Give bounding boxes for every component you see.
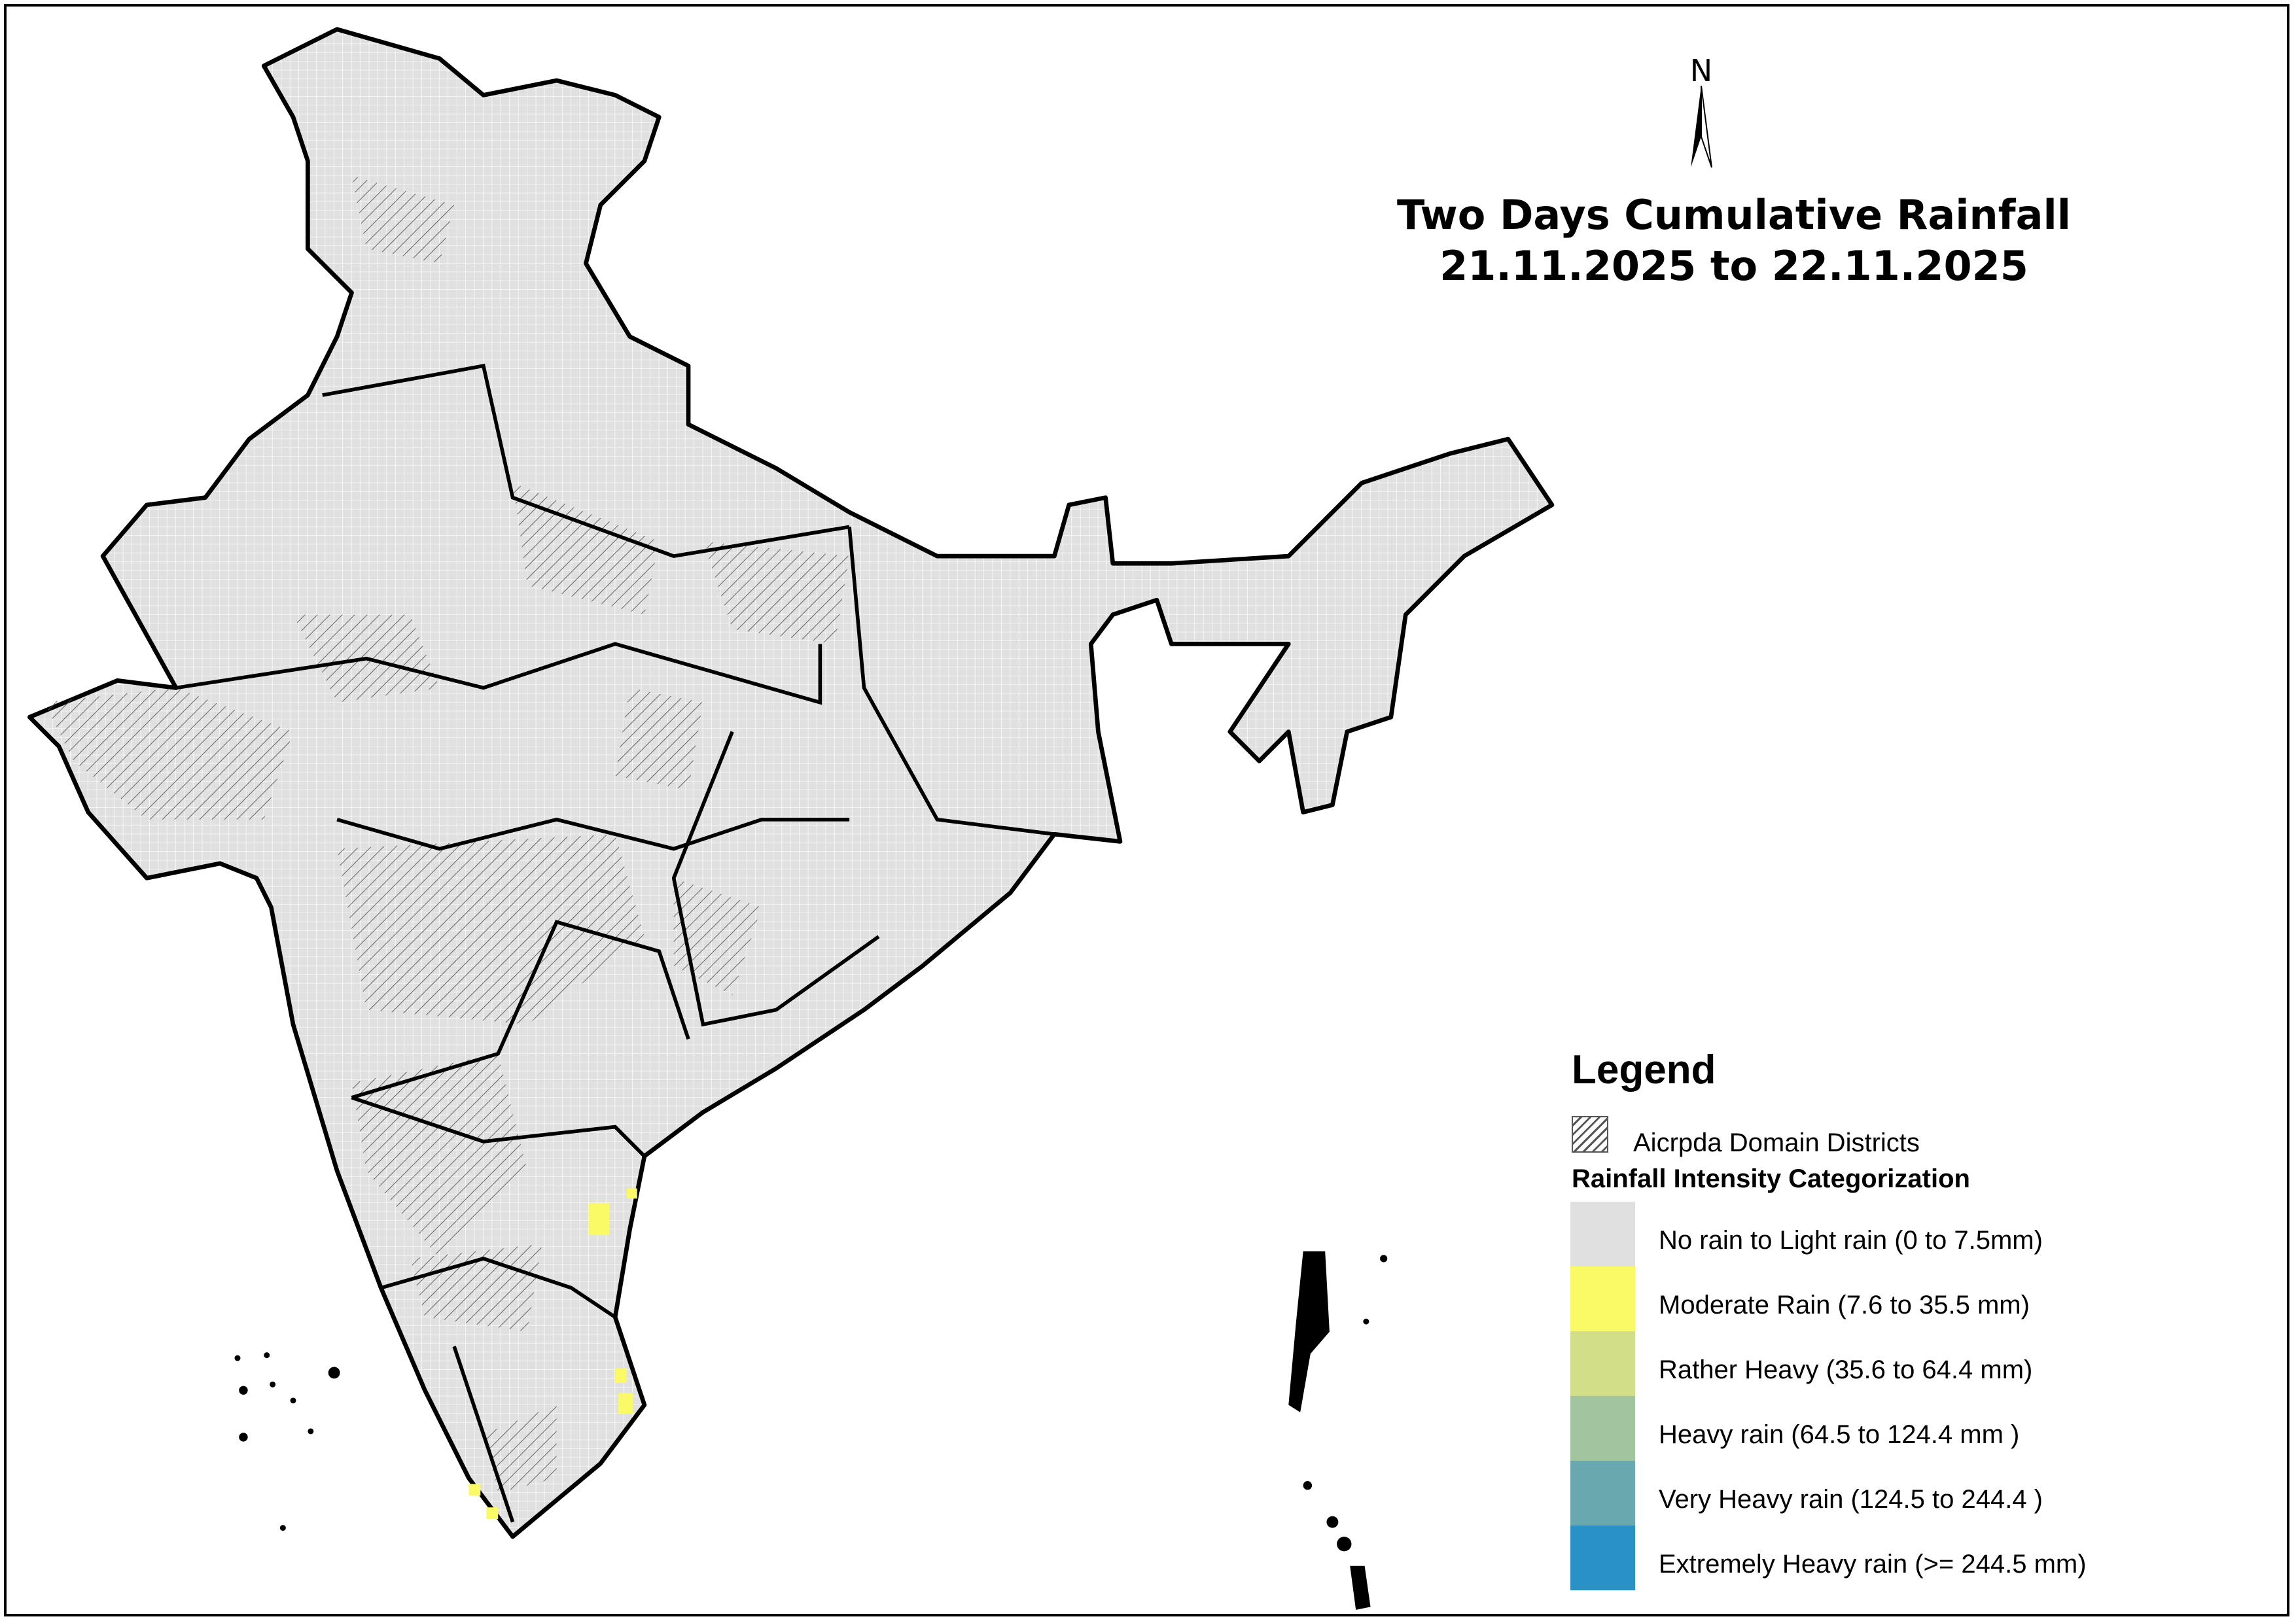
legend-class: Moderate Rain (7.6 to 35.5 mm): [1570, 1266, 2153, 1331]
moderate-rain-cells: [468, 1188, 637, 1520]
legend-class-label: No rain to Light rain (0 to 7.5mm): [1659, 1226, 2043, 1255]
legend-swatch: [1570, 1526, 1635, 1590]
legend-category-title: Rainfall Intensity Categorization: [1572, 1164, 1970, 1193]
map-frame: [4, 4, 2289, 1616]
title-line-2: 21.11.2025 to 22.11.2025: [1439, 242, 2028, 290]
legend-class: Rather Heavy (35.6 to 64.4 mm): [1570, 1331, 2153, 1396]
legend-swatch: [1570, 1461, 1635, 1526]
legend-class: Very Heavy rain (124.5 to 244.4 ): [1570, 1461, 2153, 1526]
legend-class-label: Rather Heavy (35.6 to 64.4 mm): [1659, 1355, 2033, 1384]
state-boundaries: [175, 364, 1055, 1523]
legend-swatch: [1570, 1396, 1635, 1461]
legend-domain-item: Aicrpda Domain Districts: [1572, 1110, 2153, 1158]
legend-class-label: Moderate Rain (7.6 to 35.5 mm): [1659, 1291, 2030, 1319]
legend-class: Extremely Heavy rain (>= 244.5 mm): [1570, 1526, 2153, 1590]
legend-class-label: Very Heavy rain (124.5 to 244.4 ): [1659, 1485, 2043, 1514]
legend-domain-label: Aicrpda Domain Districts: [1633, 1128, 1920, 1157]
legend: Legend Aicrpda Domain Districts Rainfall…: [1564, 1047, 2153, 1590]
aicrpda-domain-districts: [44, 175, 850, 1493]
legend-class-label: Extremely Heavy rain (>= 244.5 mm): [1659, 1550, 2087, 1579]
legend-class: Heavy rain (64.5 to 124.4 mm ): [1570, 1396, 2153, 1461]
north-arrow: N: [1662, 56, 1740, 180]
legend-classes: No rain to Light rain (0 to 7.5mm) Moder…: [1570, 1202, 2153, 1590]
legend-swatch: [1570, 1331, 1635, 1396]
north-arrow-icon: [1691, 85, 1712, 168]
legend-swatch: [1570, 1266, 1635, 1331]
legend-title: Legend: [1572, 1047, 1716, 1092]
legend-class: No rain to Light rain (0 to 7.5mm): [1570, 1202, 2153, 1266]
map-title: Two Days Cumulative Rainfall 21.11.2025 …: [1341, 190, 2127, 292]
legend-class-label: Heavy rain (64.5 to 124.4 mm ): [1659, 1420, 2020, 1449]
legend-swatch: [1570, 1202, 1635, 1266]
title-line-1: Two Days Cumulative Rainfall: [1397, 191, 2071, 239]
hatch-swatch-icon: [1572, 1115, 1608, 1153]
north-label: N: [1689, 53, 1713, 88]
islands: [234, 1251, 1388, 1610]
